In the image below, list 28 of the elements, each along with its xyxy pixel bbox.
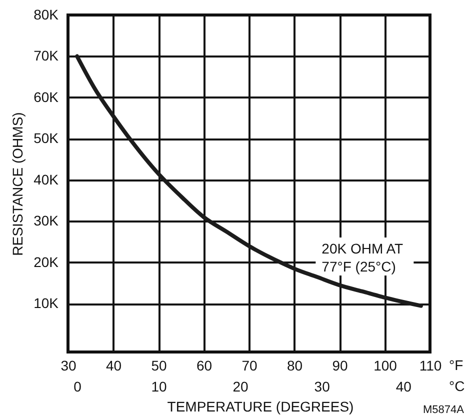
annotation: 20K OHM AT 77°F (25°C) [322,240,404,274]
x-tick-label: 90 [332,358,348,374]
x-tick-label: 40 [106,358,122,374]
y-tick-label: 30K [34,212,60,229]
y-tick-label: 70K [34,48,60,64]
y-tick-label: 20K [34,254,60,270]
x2-tick-label: 40 [396,378,412,394]
x-tick-label: 100 [374,358,398,374]
x-tick-label: 60 [196,358,212,374]
x2-tick-label: 30 [314,378,330,394]
x-tick-label: 70 [242,358,258,374]
y-axis-title: RESISTANCE (OHMS) [10,112,26,256]
x-tick-label: 50 [151,358,167,374]
x-tick-label: 30 [60,358,76,374]
y-tick-label: 40K [34,171,60,188]
text: °C [449,378,465,394]
text: M5874A [423,404,465,416]
x-tick-label: 80 [286,358,303,374]
y-tick-label: 50K [34,130,60,146]
text: °F [449,357,464,373]
x-axis-title: TEMPERATURE (DEGREES) [167,398,354,414]
y-tick-label: 80K [34,6,60,22]
y-tick-label: 10K [34,295,60,312]
x2-tick-label: 10 [151,378,167,394]
x-tick-label: 110 [419,358,442,374]
y-tick-label: 60K [34,88,60,105]
x2-tick-label: 0 [74,378,82,394]
x2-tick-label: 20 [232,378,249,394]
